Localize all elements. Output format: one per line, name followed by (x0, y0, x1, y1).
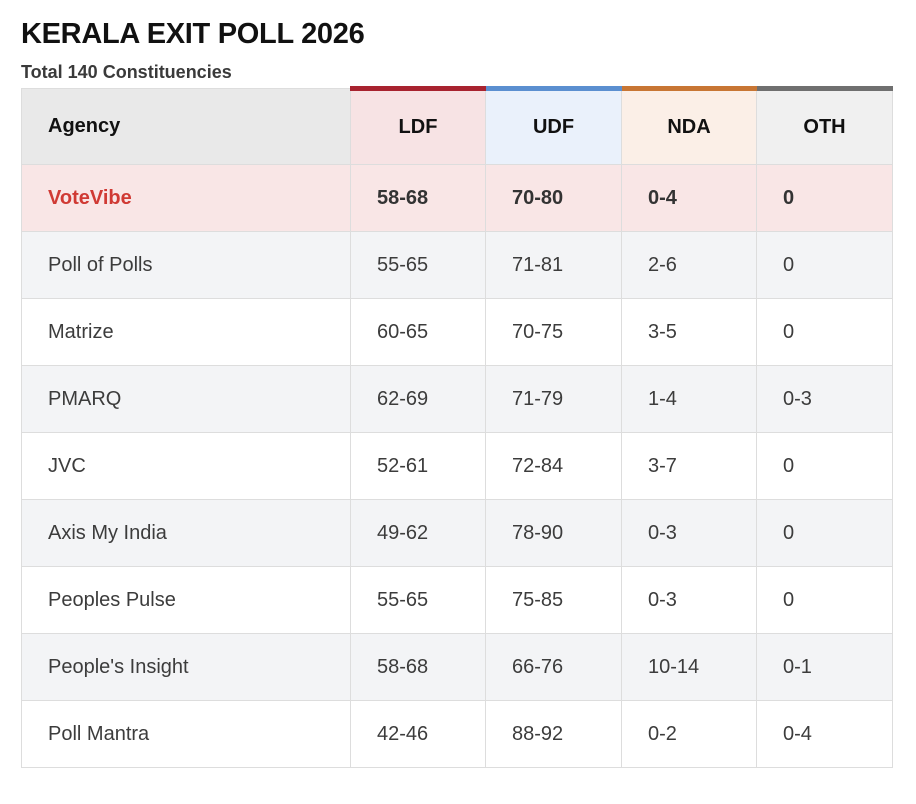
udf-cell: 70-75 (485, 298, 622, 366)
udf-cell: 78-90 (485, 499, 622, 567)
agency-cell: Axis My India (21, 499, 351, 567)
table-row: Poll of Polls 55-65 71-81 2-6 0 (21, 231, 893, 299)
table-row-highlight: VoteVibe 58-68 70-80 0-4 0 (21, 164, 893, 232)
table-row: People's Insight 58-68 66-76 10-14 0-1 (21, 633, 893, 701)
agency-cell: VoteVibe (21, 164, 351, 232)
page-title: KERALA EXIT POLL 2026 (21, 18, 365, 50)
header-nda: NDA (621, 86, 757, 165)
agency-cell: Matrize (21, 298, 351, 366)
nda-cell: 1-4 (621, 365, 757, 433)
agency-cell: Poll Mantra (21, 700, 351, 768)
udf-cell: 88-92 (485, 700, 622, 768)
ldf-cell: 58-68 (350, 633, 486, 701)
header-udf: UDF (485, 86, 622, 165)
table-row: JVC 52-61 72-84 3-7 0 (21, 432, 893, 500)
exit-poll-panel: KERALA EXIT POLL 2026 Total 140 Constitu… (21, 14, 893, 768)
table-row: PMARQ 62-69 71-79 1-4 0-3 (21, 365, 893, 433)
ldf-cell: 58-68 (350, 164, 486, 232)
oth-cell: 0 (756, 164, 893, 232)
ldf-cell: 62-69 (350, 365, 486, 433)
udf-cell: 71-79 (485, 365, 622, 433)
oth-cell: 0 (756, 298, 893, 366)
ldf-cell: 49-62 (350, 499, 486, 567)
ldf-cell: 42-46 (350, 700, 486, 768)
header-oth: OTH (756, 86, 893, 165)
udf-cell: 72-84 (485, 432, 622, 500)
table-row: Poll Mantra 42-46 88-92 0-2 0-4 (21, 700, 893, 768)
agency-cell: Poll of Polls (21, 231, 351, 299)
page-subtitle: Total 140 Constituencies (21, 62, 232, 82)
oth-cell: 0-3 (756, 365, 893, 433)
oth-cell: 0 (756, 566, 893, 634)
ldf-cell: 60-65 (350, 298, 486, 366)
nda-cell: 2-6 (621, 231, 757, 299)
ldf-cell: 52-61 (350, 432, 486, 500)
table-row: Peoples Pulse 55-65 75-85 0-3 0 (21, 566, 893, 634)
udf-cell: 75-85 (485, 566, 622, 634)
ldf-cell: 55-65 (350, 231, 486, 299)
udf-cell: 66-76 (485, 633, 622, 701)
oth-cell: 0-4 (756, 700, 893, 768)
agency-cell: Peoples Pulse (21, 566, 351, 634)
oth-cell: 0 (756, 432, 893, 500)
udf-cell: 70-80 (485, 164, 622, 232)
nda-cell: 0-3 (621, 566, 757, 634)
header-agency: Agency (21, 88, 351, 165)
table-header-row: Agency LDF UDF NDA OTH (21, 86, 893, 165)
agency-cell: JVC (21, 432, 351, 500)
udf-cell: 71-81 (485, 231, 622, 299)
exit-poll-table: Agency LDF UDF NDA OTH VoteVibe 58-68 70… (21, 86, 893, 768)
nda-cell: 0-4 (621, 164, 757, 232)
nda-cell: 3-7 (621, 432, 757, 500)
table-row: Axis My India 49-62 78-90 0-3 0 (21, 499, 893, 567)
oth-cell: 0 (756, 499, 893, 567)
oth-cell: 0-1 (756, 633, 893, 701)
nda-cell: 3-5 (621, 298, 757, 366)
oth-cell: 0 (756, 231, 893, 299)
agency-cell: People's Insight (21, 633, 351, 701)
nda-cell: 10-14 (621, 633, 757, 701)
agency-cell: PMARQ (21, 365, 351, 433)
nda-cell: 0-2 (621, 700, 757, 768)
header-ldf: LDF (350, 86, 486, 165)
ldf-cell: 55-65 (350, 566, 486, 634)
nda-cell: 0-3 (621, 499, 757, 567)
table-row: Matrize 60-65 70-75 3-5 0 (21, 298, 893, 366)
